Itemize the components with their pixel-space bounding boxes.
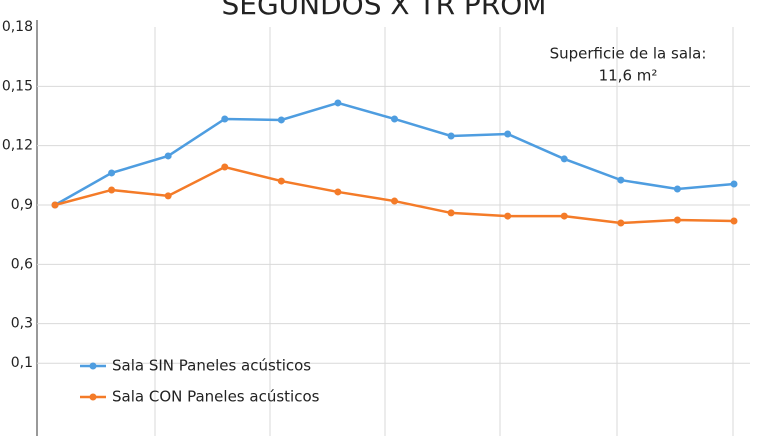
y-tick-label: 0,12: [2, 138, 33, 154]
legend-marker: [89, 362, 97, 370]
y-tick-label: 0,1: [11, 355, 33, 371]
y-tick-label: 0,6: [11, 256, 33, 272]
legend-label: Sala CON Paneles acústicos: [112, 388, 320, 406]
data-point: [108, 186, 116, 194]
data-point: [391, 115, 398, 123]
data-point: [221, 163, 229, 171]
y-tick-label: 0,3: [11, 316, 33, 332]
series-line: [54, 165, 735, 225]
data-point: [221, 115, 229, 123]
data-point: [447, 209, 455, 217]
legend-label: Sala SIN Paneles acústicos: [112, 357, 311, 375]
data-point: [560, 212, 568, 220]
y-tick-label: 0,9: [11, 197, 33, 213]
annotation: Superficie de la sala:: [550, 45, 707, 63]
data-point: [447, 132, 455, 140]
data-point: [617, 176, 625, 184]
data-point: [334, 99, 342, 107]
data-point: [164, 152, 172, 160]
data-point: [277, 116, 285, 124]
data-point: [334, 188, 342, 196]
data-point: [617, 219, 625, 227]
legend-marker: [89, 393, 97, 401]
data-point: [673, 185, 681, 193]
vertical-grid: [154, 27, 734, 436]
data-point: [108, 169, 116, 177]
data-point: [504, 130, 512, 138]
data-point: [277, 177, 285, 185]
data-point: [504, 212, 512, 220]
data-point: [391, 197, 398, 205]
data-point: [51, 201, 59, 209]
y-tick-label: 0,18: [2, 19, 33, 35]
chart-title: SEGUNDOS X TR PROM: [222, 0, 547, 21]
data-point: [730, 217, 738, 225]
y-tick-label: 0,15: [2, 78, 33, 94]
annotation: 11,6 m²: [599, 67, 658, 85]
data-point: [673, 216, 681, 224]
data-point: [560, 155, 568, 163]
data-point: [164, 192, 172, 200]
data-point: [730, 180, 738, 188]
